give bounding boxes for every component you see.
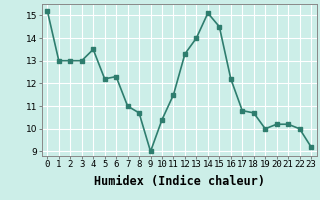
X-axis label: Humidex (Indice chaleur): Humidex (Indice chaleur) [94,175,265,188]
